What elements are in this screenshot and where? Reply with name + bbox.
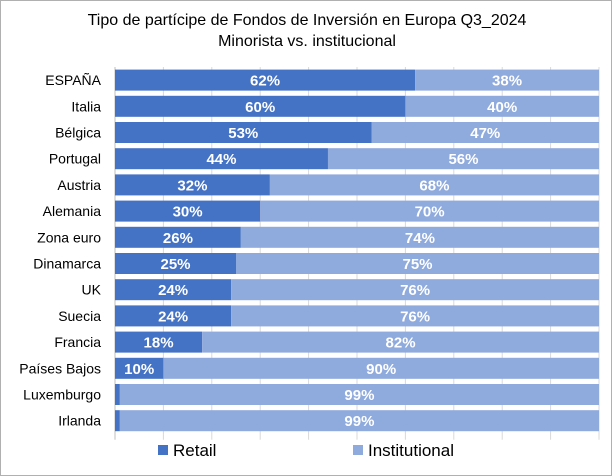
data-label: 25% <box>160 256 190 273</box>
data-label: 32% <box>177 177 207 194</box>
data-label: 82% <box>386 335 416 352</box>
bar-retail <box>115 69 416 91</box>
data-label: 60% <box>245 99 275 116</box>
bar-institutional <box>119 410 599 432</box>
data-label: 24% <box>158 282 188 299</box>
bar-retail <box>115 357 164 379</box>
legend-swatch-institutional <box>353 445 363 455</box>
category-label: Suecia <box>58 308 101 324</box>
data-label: 68% <box>419 177 449 194</box>
category-labels: ESPAÑA Italia Bélgica Portugal Austria Aleman… <box>19 72 101 429</box>
category-label: Francia <box>54 334 101 350</box>
data-label: 18% <box>144 335 174 352</box>
bar-institutional <box>231 279 599 301</box>
legend-swatch-retail <box>158 445 168 455</box>
bar-institutional <box>202 331 599 353</box>
data-label: 40% <box>487 99 517 116</box>
data-label: 70% <box>415 204 445 221</box>
bar-retail <box>115 226 241 248</box>
data-label: 99% <box>344 387 374 404</box>
category-label: UK <box>82 282 102 298</box>
data-label: 74% <box>405 230 435 247</box>
category-label: Zona euro <box>37 229 101 245</box>
chart-title: Tipo de partícipe de Fondos de Inversión… <box>88 12 527 29</box>
category-label: ESPAÑA <box>45 72 101 88</box>
category-label: Países Bajos <box>19 360 101 376</box>
bar-retail <box>115 331 203 353</box>
bar-institutional <box>231 305 599 327</box>
category-label: Bélgica <box>55 125 101 141</box>
data-label: 99% <box>344 413 374 430</box>
data-label: 75% <box>402 256 432 273</box>
bar-retail <box>115 200 261 222</box>
bar-retail <box>115 95 406 117</box>
category-label: Portugal <box>49 151 101 167</box>
bar-retail <box>115 279 232 301</box>
data-label: 76% <box>400 308 430 325</box>
category-label: Luxemburgo <box>23 387 101 403</box>
bar-institutional <box>405 95 599 117</box>
data-label: 30% <box>173 204 203 221</box>
bar-institutional <box>371 122 599 143</box>
data-label: 10% <box>124 361 154 378</box>
bar-retail <box>115 384 120 405</box>
bar-retail <box>115 174 270 196</box>
data-label: 53% <box>228 125 258 142</box>
bar-institutional <box>163 357 599 379</box>
bar-institutional <box>415 69 599 91</box>
data-label: 24% <box>158 308 188 325</box>
data-labels: 62% 38% 60% 40% 53% 47% 44% 56% 32% 68% 30% 70% 26% 7… <box>124 73 522 431</box>
data-label: 56% <box>448 151 478 168</box>
bar-retail <box>115 148 328 170</box>
bar-institutional <box>260 200 599 222</box>
data-label: 44% <box>206 151 236 168</box>
data-label: 47% <box>470 125 500 142</box>
bar-retail <box>115 122 372 143</box>
bar-institutional <box>119 384 599 405</box>
data-label: 62% <box>250 73 280 90</box>
chart-subtitle: Minorista vs. institucional <box>218 33 396 50</box>
bars <box>115 69 599 432</box>
category-label: Alemania <box>43 203 102 219</box>
category-label: Irlanda <box>58 413 101 429</box>
legend: Retail Institutional <box>158 441 454 460</box>
data-label: 26% <box>163 230 193 247</box>
bar-institutional <box>269 174 599 196</box>
legend-label-institutional: Institutional <box>368 441 454 460</box>
bar-institutional <box>240 226 599 248</box>
bar-institutional <box>236 253 599 274</box>
data-label: 76% <box>400 282 430 299</box>
data-label: 90% <box>366 361 396 378</box>
category-label: Dinamarca <box>33 256 101 272</box>
bar-retail <box>115 305 232 327</box>
category-label: Italia <box>71 98 101 114</box>
bar-retail <box>115 253 236 274</box>
bar-institutional <box>327 148 599 170</box>
legend-label-retail: Retail <box>173 441 216 460</box>
bar-retail <box>115 410 120 432</box>
category-label: Austria <box>57 177 101 193</box>
data-label: 38% <box>492 73 522 90</box>
